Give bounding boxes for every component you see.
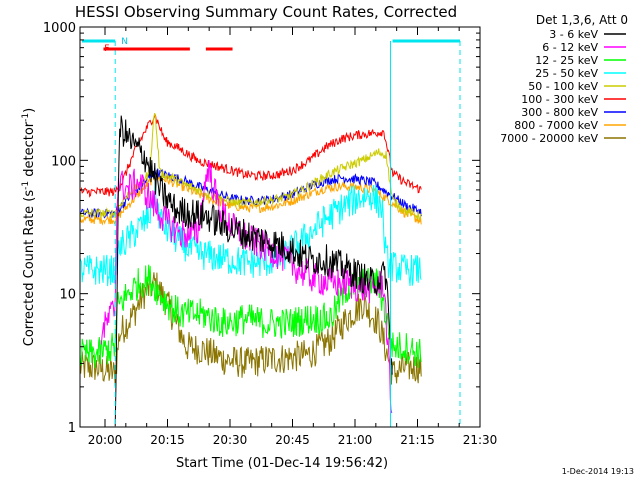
chart-title: HESSI Observing Summary Count Rates, Cor…: [75, 3, 457, 21]
legend-header: Det 1,3,6, Att 0: [536, 13, 628, 27]
y-axis-label: Corrected Count Rate (s-1 detector-1): [21, 108, 37, 346]
legend-label-3-6-kev: 3 - 6 keV: [549, 28, 598, 41]
x-tick-label: 21:30: [463, 433, 498, 447]
legend-label-300-800-kev: 300 - 800 keV: [521, 106, 598, 119]
series-line-7000-20000-kev: [79, 271, 422, 387]
legend-label-100-300-kev: 100 - 300 keV: [521, 93, 598, 106]
y-axis-ticks: 1 10 100 1000: [43, 21, 480, 436]
flags-layer: NF: [82, 37, 461, 427]
legend-label-12-25-kev: 12 - 25 keV: [535, 54, 598, 67]
legend-label-6-12-kev: 6 - 12 keV: [542, 41, 598, 54]
plot-frame: [79, 26, 481, 428]
x-axis-ticks: 20:00 20:15 20:30 20:45 21:00 21:15 21:30: [88, 27, 498, 447]
series-line-25-50-kev: [79, 178, 422, 287]
series-line-3-6-kev: [114, 115, 393, 427]
y-tick-label: 100: [51, 154, 76, 169]
x-axis-label: Start Time (01-Dec-14 19:56:42): [176, 456, 388, 471]
night-flag-label: N: [121, 37, 128, 47]
series-line-300-800-kev: [79, 168, 422, 219]
x-tick-label: 21:00: [338, 433, 373, 447]
legend-label-800-7000-kev: 800 - 7000 keV: [514, 119, 598, 132]
legend-label-7000-20000-kev: 7000 - 20000 keV: [500, 132, 598, 145]
x-tick-label: 21:15: [400, 433, 435, 447]
x-tick-label: 20:45: [275, 433, 310, 447]
y-tick-label: 1000: [43, 21, 76, 36]
y-axis-label-sup2: -1: [21, 113, 31, 122]
x-tick-label: 20:15: [150, 433, 185, 447]
legend-label-50-100-kev: 50 - 100 keV: [528, 80, 598, 93]
y-axis-label-sup1: -1: [21, 181, 31, 190]
y-axis-label-end: ): [22, 108, 37, 113]
y-tick-label: 10: [59, 288, 76, 303]
y-tick-label: 1: [68, 421, 76, 436]
plot-timestamp: 1-Dec-2014 19:13: [562, 467, 634, 476]
series-layer: [79, 112, 422, 427]
x-tick-label: 20:30: [213, 433, 248, 447]
y-axis-label-mid: detector: [22, 121, 37, 181]
x-tick-label: 20:00: [88, 433, 123, 447]
legend-label-25-50-kev: 25 - 50 keV: [535, 67, 598, 80]
y-axis-label-main: Corrected Count Rate (s: [22, 190, 37, 347]
